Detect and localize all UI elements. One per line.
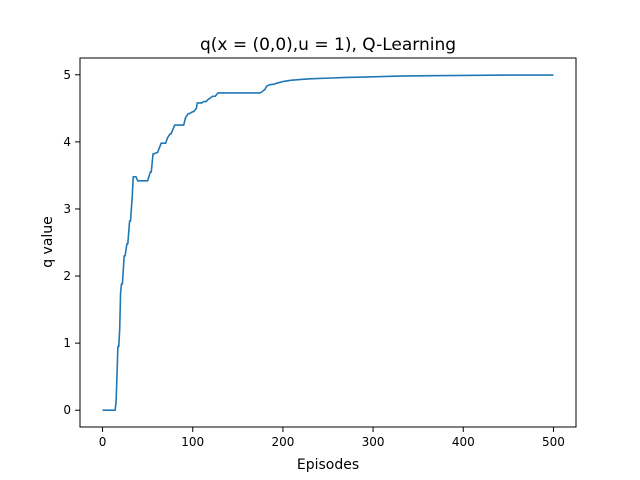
y-tick-label: 1 xyxy=(63,336,71,350)
plot-area xyxy=(102,74,554,412)
y-axis-label: q value xyxy=(40,216,56,268)
y-tick-label: 2 xyxy=(63,269,71,283)
y-axis: 0 1 2 3 4 5 xyxy=(63,68,80,417)
chart-title: q(x = (0,0),u = 1), Q-Learning xyxy=(200,35,456,55)
y-tick-label: 3 xyxy=(63,202,71,216)
axes-frame xyxy=(79,57,577,428)
x-axis-label: Episodes xyxy=(297,457,359,473)
y-tick-label: 5 xyxy=(63,68,71,82)
x-tick-label: 400 xyxy=(452,435,475,449)
series-line xyxy=(102,74,554,412)
x-tick-label: 200 xyxy=(271,435,294,449)
x-tick-label: 300 xyxy=(362,435,385,449)
y-tick-label: 4 xyxy=(63,135,71,149)
x-tick-label: 500 xyxy=(542,435,565,449)
x-tick-label: 100 xyxy=(181,435,204,449)
x-tick-label: 0 xyxy=(99,435,107,449)
x-axis: 0 100 200 300 400 500 xyxy=(99,427,565,449)
y-tick-label: 0 xyxy=(63,403,71,417)
